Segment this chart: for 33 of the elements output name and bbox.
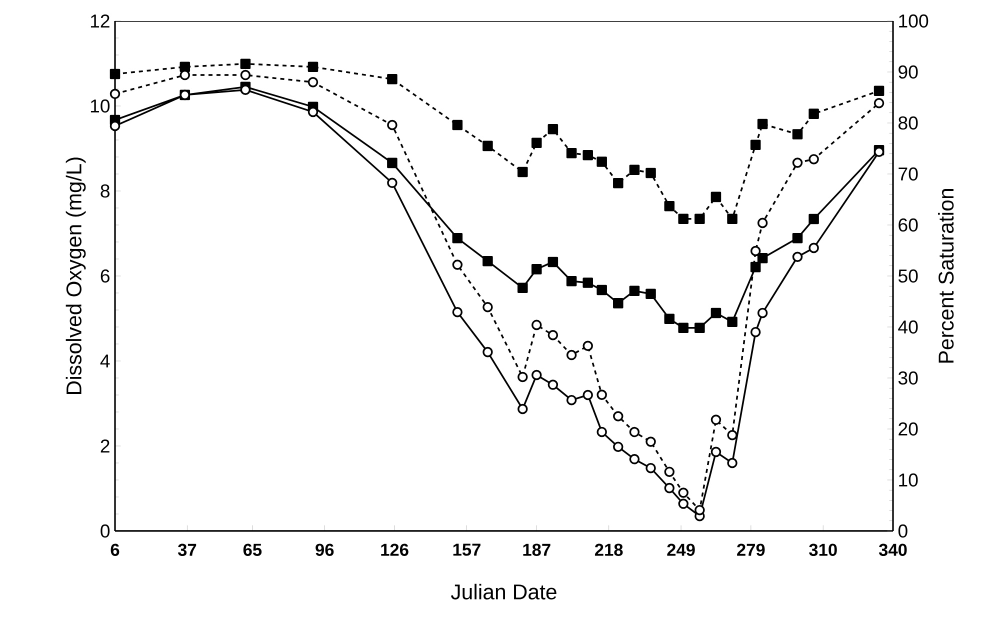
y-tick-label: 8 [100, 184, 110, 198]
x-tick-label: 310 [809, 544, 837, 556]
x-axis-title: Julian Date [450, 584, 556, 600]
x-tick-label: 157 [453, 544, 480, 556]
y2-tick-label: 60 [898, 218, 918, 232]
y2-tick-label: 20 [898, 422, 918, 436]
x-tick-label: 249 [667, 544, 695, 556]
y-tick-label: 0 [100, 524, 110, 538]
x-tick-label: 65 [243, 544, 262, 556]
y-tick-label: 10 [90, 99, 110, 113]
y2-tick-label: 90 [898, 65, 918, 79]
x-tick-label: 187 [523, 544, 550, 556]
y2-tick-label: 30 [898, 371, 918, 385]
x-tick-label: 6 [110, 544, 120, 556]
y-tick-label: 4 [100, 354, 110, 368]
y-tick-label: 2 [100, 439, 110, 453]
y2-tick-label: 50 [898, 269, 918, 283]
y2-tick-label: 80 [898, 116, 918, 130]
y2-tick-label: 70 [898, 167, 918, 181]
x-tick-label: 279 [737, 544, 765, 556]
x-tick-label: 96 [316, 544, 334, 556]
y-tick-label: 6 [100, 269, 110, 283]
x-tick-label: 126 [381, 544, 408, 556]
y2-tick-label: 10 [899, 473, 918, 487]
y2-axis-title: Percent Saturation [938, 189, 954, 363]
y2-tick-label: 40 [898, 320, 918, 334]
x-tick-label: 218 [594, 544, 623, 556]
x-tick-label: 340 [878, 544, 907, 556]
y-axis-title: Dissolved Oxygen (mg/L) [66, 158, 86, 394]
y2-tick-label: 100 [899, 14, 928, 28]
y-tick-label: 12 [90, 14, 110, 28]
y2-tick-label: 0 [898, 524, 908, 538]
x-tick-label: 37 [178, 544, 196, 556]
